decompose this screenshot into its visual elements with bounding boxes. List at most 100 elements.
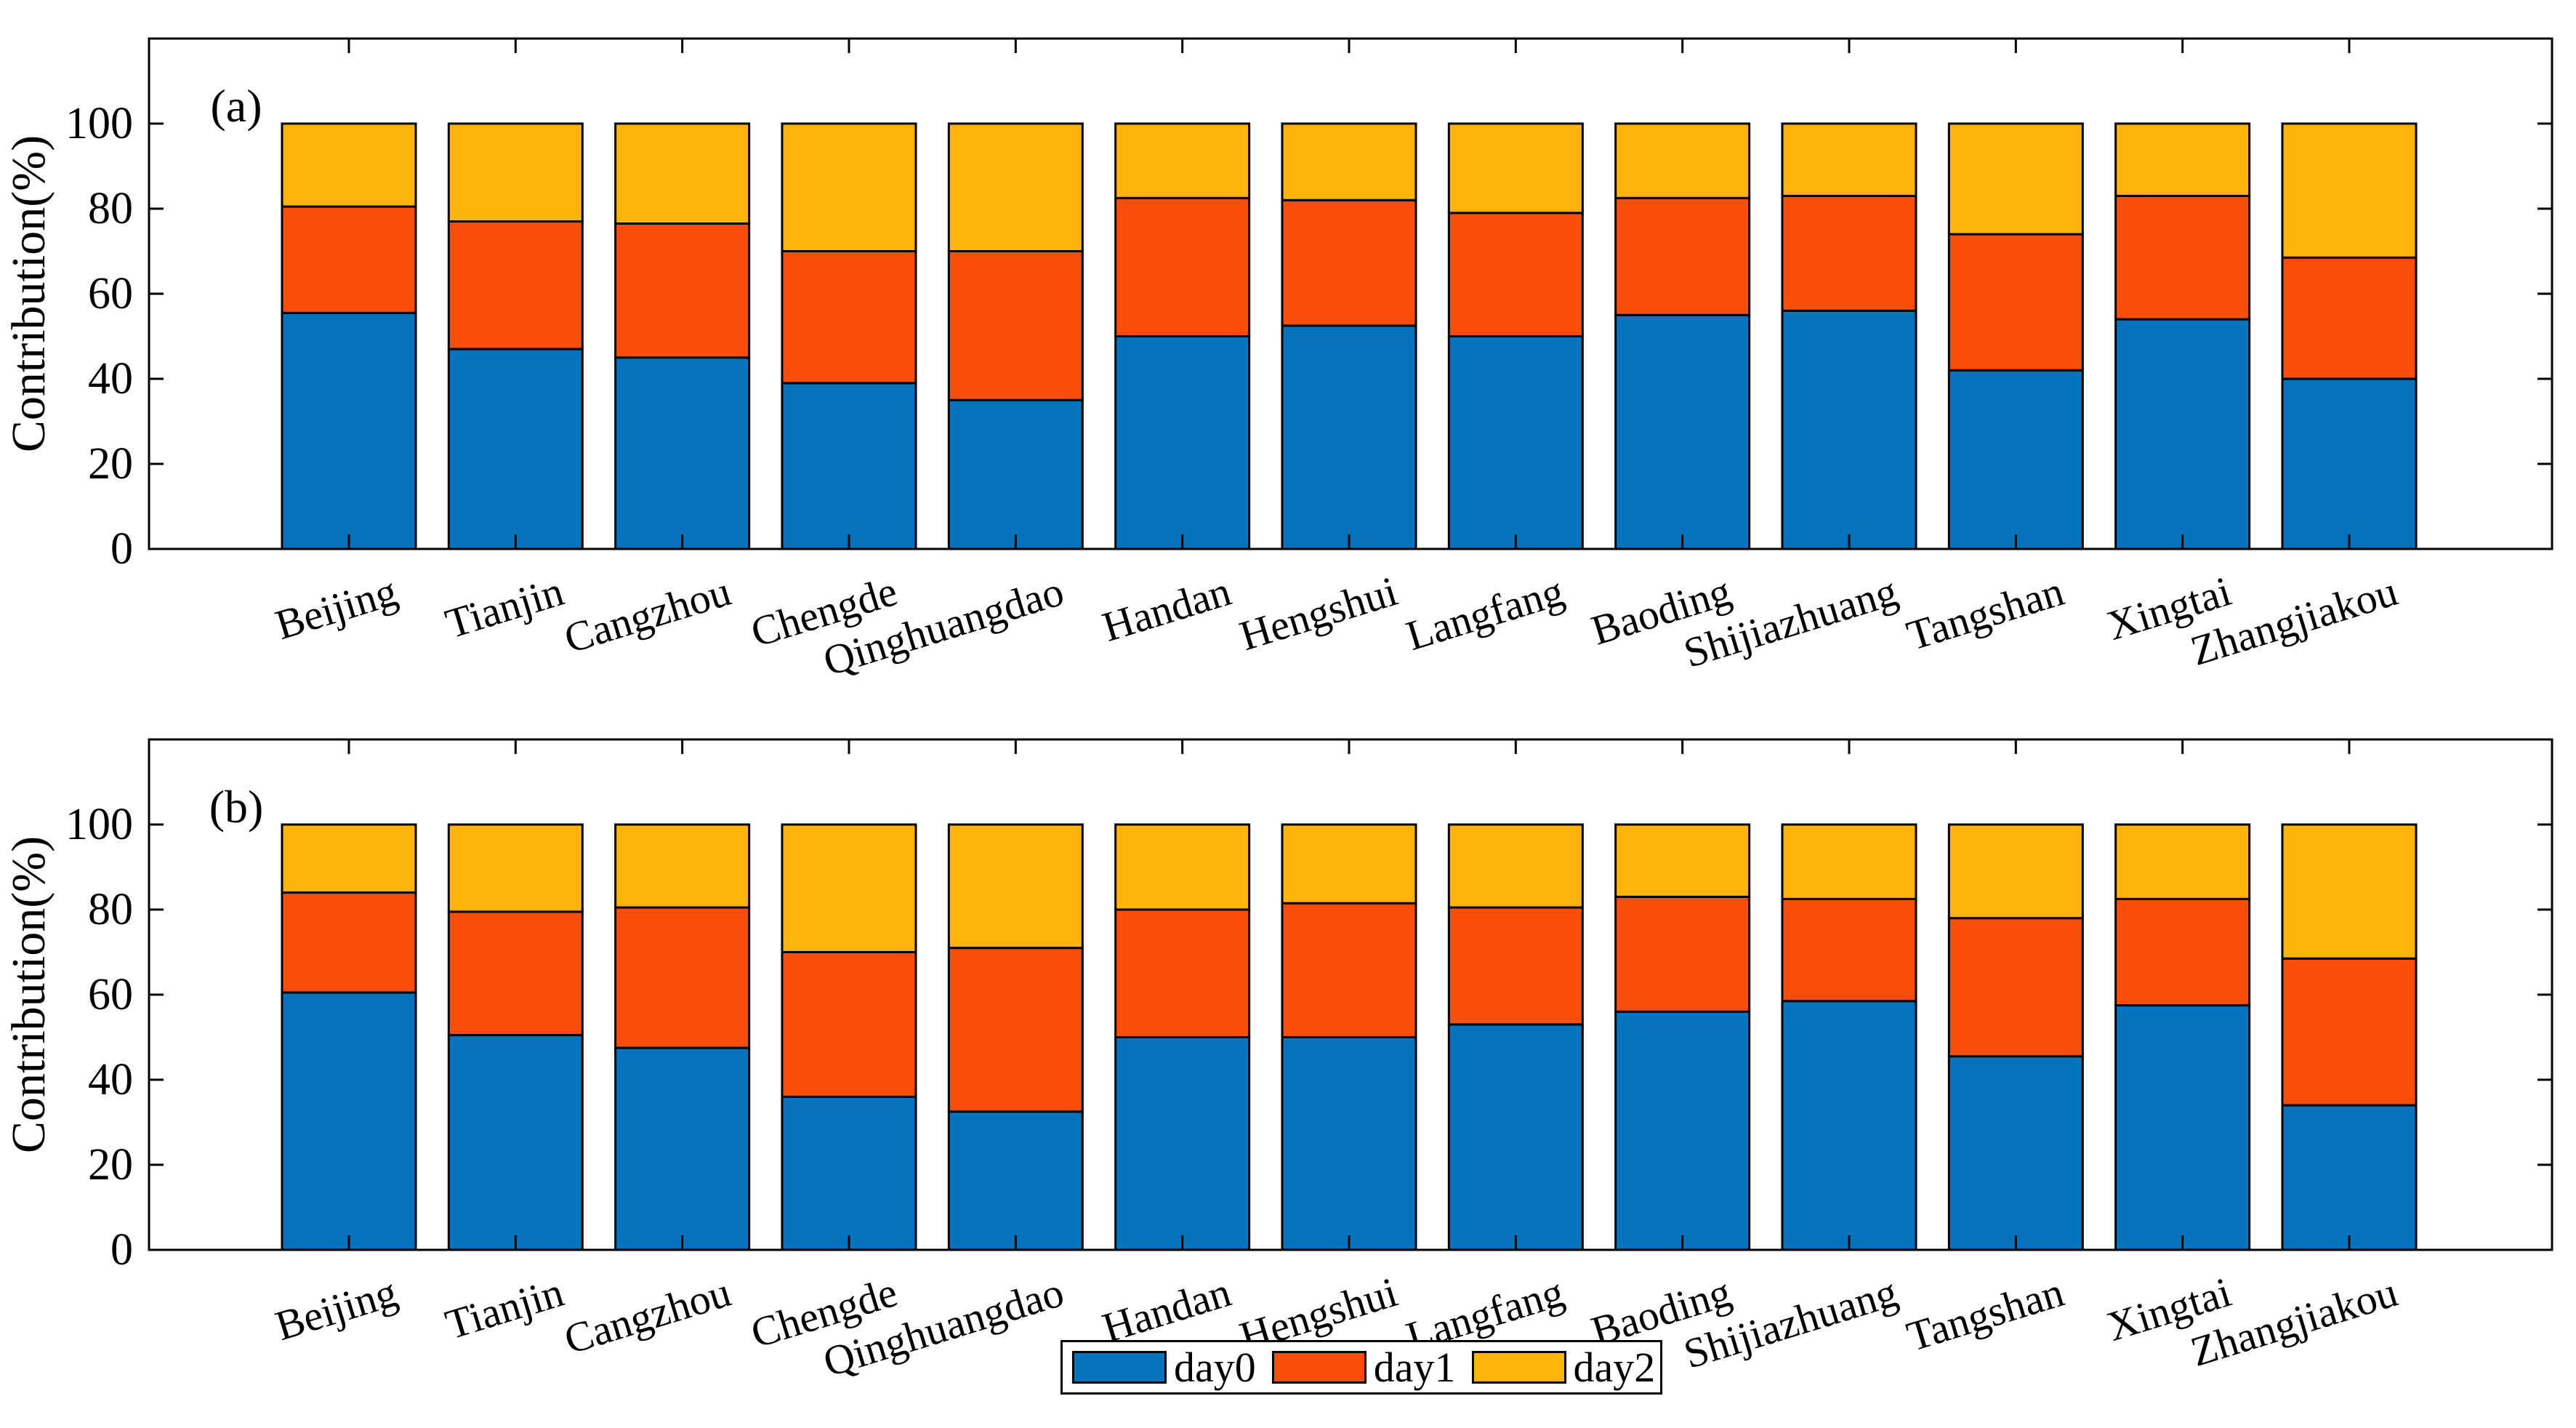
bar-segment-day0-shijiazhuang bbox=[1781, 309, 1917, 550]
bar-segment-day0-qinghuangdao bbox=[947, 398, 1084, 550]
bar-segment-day2-baoding bbox=[1614, 122, 1751, 199]
y-tick-label: 40 bbox=[88, 1055, 133, 1104]
bar-segment-day0-tangshan bbox=[1947, 1055, 2084, 1251]
bar-segment-day2-handan bbox=[1114, 122, 1251, 199]
bar-segment-day1-beijing bbox=[281, 205, 417, 314]
bar-segment-day2-xingtai bbox=[2114, 122, 2251, 197]
bar-segment-day0-hengshui bbox=[1281, 1036, 1417, 1251]
y-tick-label: 40 bbox=[88, 354, 133, 404]
bar-segment-day0-zhangjiakou bbox=[2281, 377, 2418, 550]
bar-segment-day0-tianjin bbox=[447, 348, 584, 550]
y-tick-label: 20 bbox=[88, 1140, 133, 1190]
bar-segment-day0-hengshui bbox=[1281, 324, 1417, 550]
y-tick-label: 0 bbox=[110, 1225, 133, 1275]
bar-segment-day2-tianjin bbox=[447, 122, 584, 223]
bar-segment-day0-handan bbox=[1114, 1036, 1251, 1251]
legend: day0 day1 day2 bbox=[1060, 1340, 1662, 1395]
bar-segment-day1-handan bbox=[1114, 908, 1251, 1038]
legend-swatch-day0 bbox=[1072, 1351, 1167, 1384]
bar-segment-day1-tangshan bbox=[1947, 917, 2084, 1058]
bar-segment-day0-beijing bbox=[281, 311, 417, 550]
panel-label-a: (a) bbox=[210, 80, 262, 132]
bar-segment-day2-tangshan bbox=[1947, 823, 2084, 920]
bar-segment-day0-chengde bbox=[781, 1095, 917, 1251]
bar-segment-day0-langfang bbox=[1447, 335, 1584, 550]
bar-segment-day2-tangshan bbox=[1947, 122, 2084, 236]
bar-segment-day1-tianjin bbox=[447, 910, 584, 1037]
bar-segment-day1-beijing bbox=[281, 891, 417, 994]
bar-segment-day2-zhangjiakou bbox=[2281, 823, 2418, 960]
bar-segment-day2-qinghuangdao bbox=[947, 823, 1084, 950]
bar-segment-day2-handan bbox=[1114, 823, 1251, 911]
bar-segment-day0-tangshan bbox=[1947, 369, 2084, 550]
panel-label-b: (b) bbox=[209, 781, 264, 833]
bar-segment-day1-langfang bbox=[1447, 212, 1584, 337]
bar-segment-day1-baoding bbox=[1614, 196, 1751, 316]
bar-segment-day0-xingtai bbox=[2114, 318, 2251, 550]
bar-segment-day1-zhangjiakou bbox=[2281, 256, 2418, 380]
bar-segment-day2-cangzhou bbox=[614, 122, 751, 225]
bar-segment-day1-xingtai bbox=[2114, 897, 2251, 1007]
bar-segment-day2-xingtai bbox=[2114, 823, 2251, 900]
bar-segment-day1-cangzhou bbox=[614, 222, 751, 359]
legend-item-day0: day0 bbox=[1072, 1345, 1256, 1389]
bar-segment-day1-tianjin bbox=[447, 220, 584, 350]
bar-segment-day1-shijiazhuang bbox=[1781, 194, 1917, 312]
bar-segment-day1-qinghuangdao bbox=[947, 250, 1084, 401]
legend-item-day2: day2 bbox=[1471, 1343, 1656, 1391]
bar-segment-day0-baoding bbox=[1614, 1010, 1751, 1251]
y-tick-label: 20 bbox=[88, 439, 133, 489]
legend-label-day1: day1 bbox=[1373, 1343, 1456, 1391]
bar-segment-day2-beijing bbox=[281, 823, 417, 894]
bar-segment-day1-xingtai bbox=[2114, 194, 2251, 321]
bar-segment-day1-chengde bbox=[781, 951, 917, 1098]
bar-segment-day2-zhangjiakou bbox=[2281, 122, 2418, 259]
bar-segment-day1-chengde bbox=[781, 250, 917, 385]
bar-segment-day1-shijiazhuang bbox=[1781, 897, 1917, 1003]
y-tick-label: 0 bbox=[110, 524, 133, 574]
bar-segment-day1-hengshui bbox=[1281, 902, 1417, 1038]
bar-segment-day0-cangzhou bbox=[614, 1046, 751, 1251]
bar-segment-day2-chengde bbox=[781, 823, 917, 953]
bar-segment-day0-chengde bbox=[781, 382, 917, 550]
bar-segment-day0-zhangjiakou bbox=[2281, 1104, 2418, 1251]
bar-segment-day2-chengde bbox=[781, 122, 917, 252]
bar-segment-day2-baoding bbox=[1614, 823, 1751, 898]
bar-segment-day0-qinghuangdao bbox=[947, 1110, 1084, 1251]
bar-segment-day0-xingtai bbox=[2114, 1004, 2251, 1251]
bar-segment-day2-beijing bbox=[281, 122, 417, 208]
y-tick-label: 80 bbox=[88, 184, 133, 233]
bar-segment-day2-hengshui bbox=[1281, 122, 1417, 201]
bar-segment-day2-cangzhou bbox=[614, 823, 751, 909]
bar-segment-day1-baoding bbox=[1614, 895, 1751, 1013]
bar-segment-day2-langfang bbox=[1447, 122, 1584, 214]
bar-segment-day2-tianjin bbox=[447, 823, 584, 913]
bar-segment-day2-langfang bbox=[1447, 823, 1584, 909]
bar-segment-day1-tangshan bbox=[1947, 233, 2084, 372]
legend-label-day2: day2 bbox=[1573, 1343, 1656, 1391]
bar-segment-day1-cangzhou bbox=[614, 906, 751, 1049]
bar-segment-day0-shijiazhuang bbox=[1781, 1000, 1917, 1251]
legend-item-day1: day1 bbox=[1271, 1343, 1456, 1391]
legend-swatch-day1 bbox=[1271, 1351, 1367, 1384]
bar-segment-day0-langfang bbox=[1447, 1023, 1584, 1251]
y-tick-label: 100 bbox=[65, 99, 133, 148]
bar-segment-day1-handan bbox=[1114, 196, 1251, 337]
bar-segment-day1-hengshui bbox=[1281, 198, 1417, 327]
bar-segment-day2-shijiazhuang bbox=[1781, 122, 1917, 197]
bar-segment-day1-langfang bbox=[1447, 906, 1584, 1026]
legend-swatch-day2 bbox=[1471, 1351, 1566, 1384]
y-tick-label: 100 bbox=[65, 800, 133, 849]
y-tick-label: 80 bbox=[88, 885, 133, 934]
bar-segment-day0-tianjin bbox=[447, 1034, 584, 1251]
bar-segment-day0-beijing bbox=[281, 991, 417, 1251]
bar-segment-day0-baoding bbox=[1614, 313, 1751, 550]
bar-segment-day2-hengshui bbox=[1281, 823, 1417, 904]
y-tick-label: 60 bbox=[88, 970, 133, 1019]
bar-segment-day2-qinghuangdao bbox=[947, 122, 1084, 252]
y-tick-label: 60 bbox=[88, 269, 133, 318]
bar-segment-day1-zhangjiakou bbox=[2281, 957, 2418, 1107]
bar-segment-day2-shijiazhuang bbox=[1781, 823, 1917, 900]
